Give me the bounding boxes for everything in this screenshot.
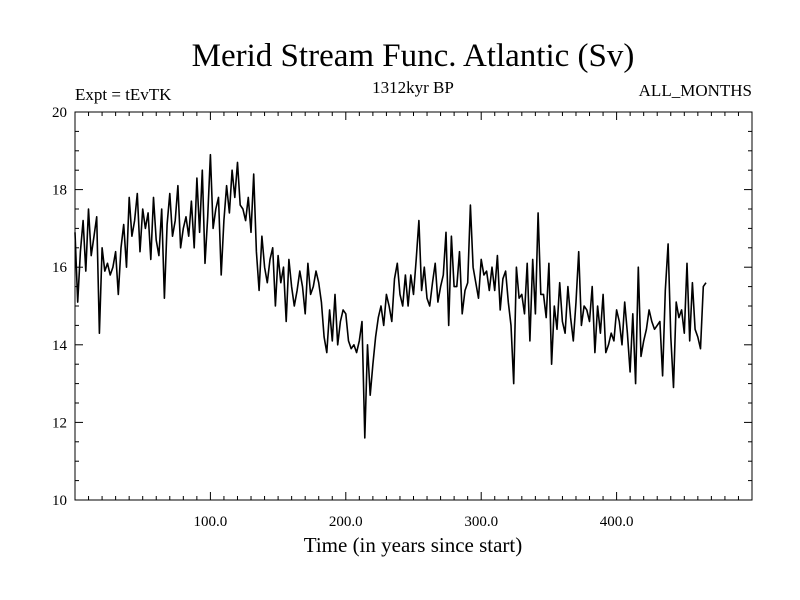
chart-title: Merid Stream Func. Atlantic (Sv): [192, 38, 635, 74]
y-tick-label: 14: [52, 338, 68, 354]
y-tick-label: 18: [52, 183, 67, 199]
x-tick-label: 300.0: [464, 514, 498, 530]
series-line: [74, 153, 707, 439]
months-label: ALL_MONTHS: [639, 81, 752, 100]
experiment-label: Expt = tEvTK: [75, 85, 172, 104]
axis-tick-labels: 100.0 200.0 300.0 400.0 10 12 14 16 18 20: [52, 105, 633, 530]
y-tick-label: 10: [52, 493, 67, 509]
epoch-label: 1312kyr BP: [372, 78, 454, 97]
y-tick-label: 16: [52, 260, 68, 276]
plot-frame: [74, 111, 753, 501]
x-tick-label: 400.0: [600, 514, 634, 530]
data-series: [74, 153, 707, 439]
x-axis-label: Time (in years since start): [304, 533, 523, 557]
x-tick-label: 200.0: [329, 514, 363, 530]
x-tick-label: 100.0: [194, 514, 228, 530]
y-tick-label: 20: [52, 105, 67, 121]
y-tick-label: 12: [52, 415, 67, 431]
